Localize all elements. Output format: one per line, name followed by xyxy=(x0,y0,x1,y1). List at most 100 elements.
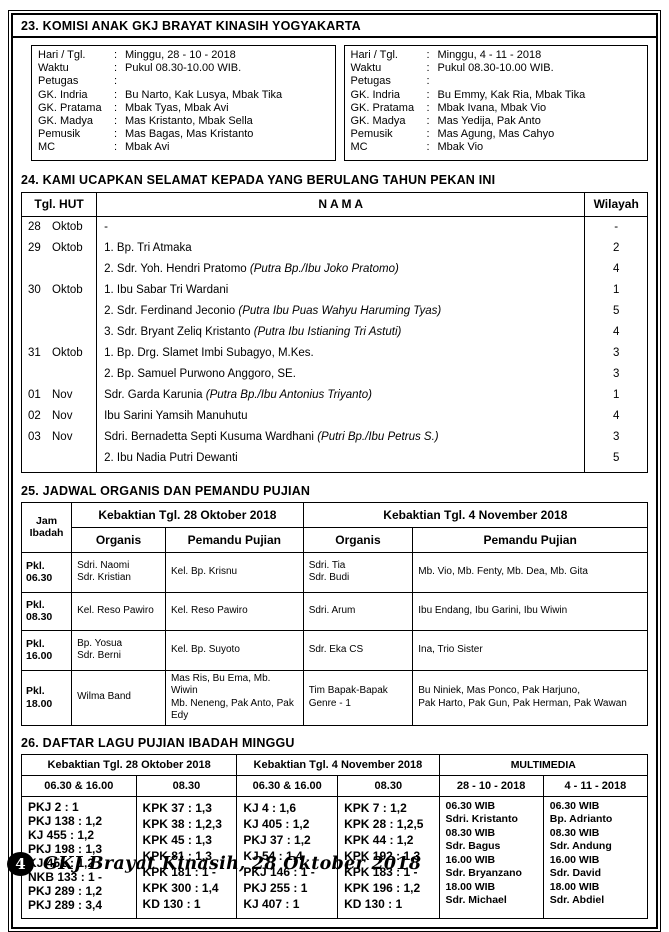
song-entry: NKB 133 : 1 - xyxy=(28,869,103,884)
birthday-parent-note: (Putra Bp./Ibu Antonius Triyanto) xyxy=(205,388,372,401)
birthday-month: Oktob xyxy=(52,346,83,359)
cell-line: Tim Bapak-Bapak xyxy=(308,685,388,697)
schedule-colon: : xyxy=(114,128,118,141)
schedule-value: Minggu, 28 - 10 - 2018 xyxy=(125,49,236,61)
schedule-colon: : xyxy=(114,75,118,88)
song-entry: PKJ 37 : 1,2 xyxy=(243,832,311,847)
cell-line: Kel. Reso Pawiro xyxy=(170,604,248,616)
cell-line: Kel. Bp. Krisnu xyxy=(170,565,238,577)
schedule-value xyxy=(438,75,642,88)
birthday-row: 31 Oktob 1. Bp. Drg. Slamet Imbi Subagyo, … xyxy=(20,342,648,364)
schedule-colon: : xyxy=(114,62,118,75)
song-entry: PKJ 146 : 1 - xyxy=(243,864,315,879)
bulletin-content: 23. KOMISI ANAK GKJ BRAYAT KINASIH YOGYA… xyxy=(11,13,658,929)
schedule-row: Petugas: xyxy=(38,75,329,88)
birthday-row: 02 Nov Ibu Sarini Yamsih Manuhutu 4 xyxy=(20,405,648,427)
footer-church-name-date: GKJ Brayat Kinasih, 28 Oktober 2018 xyxy=(43,854,422,874)
schedule-label: GK. Pratama xyxy=(38,101,102,114)
birthday-row: 2. Bp. Samuel Purwono Anggoro, SE. 3 xyxy=(20,363,648,385)
birthday-name-cell: Sdri. Bernadetta Septi Kusuma Wardhani (… xyxy=(96,426,586,448)
song-entry: PKJ 2 : 1 xyxy=(28,799,79,814)
schedule-colon: : xyxy=(426,62,430,75)
schedule-row: Waktu: Pukul 08.30-10.00 WIB. xyxy=(351,62,642,75)
cell-line: Sdr. Budi xyxy=(308,572,350,584)
schedule-value: Mas Agung, Mas Cahyo xyxy=(437,128,555,141)
birthday-row: 2. Ibu Nadia Putri Dewanti 5 xyxy=(20,447,648,473)
birthday-date-cell xyxy=(20,363,98,385)
birthday-name-cell: 2. Sdr. Ferdinand Jeconio (Putra Ibu Pua… xyxy=(96,300,586,322)
birthday-date-cell: 01 Nov xyxy=(20,384,98,406)
schedule-label: Pemusik xyxy=(350,128,393,141)
birthday-area-cell: - xyxy=(584,215,648,238)
schedule-row: GK. Pratama: Mbak Tyas, Mbak Avi xyxy=(38,102,329,115)
birthday-date-cell: 02 Nov xyxy=(20,405,98,427)
schedule-label: Petugas xyxy=(38,75,79,88)
page-footer: 4 GKJ Brayat Kinasih, 28 Oktober 2018 xyxy=(7,852,421,876)
song-list-table: Kebaktian Tgl. 28 Oktober 2018 Kebaktian… xyxy=(20,753,649,919)
birthday-date-cell: 30 Oktob xyxy=(20,279,98,301)
birthday-row: 01 Nov Sdr. Garda Karunia (Putra Bp./Ibu A… xyxy=(20,384,648,406)
birthday-area-cell: 4 xyxy=(584,405,648,427)
birthday-parent-note: (Putra Bp./Ibu Joko Pratomo) xyxy=(249,262,399,275)
organist-schedule-row: Pkl. 06.30 Sdri. Naomi Sdr. Kristian Kel. B… xyxy=(20,551,648,593)
schedule-colon: : xyxy=(426,88,430,101)
schedule-row: GK. Indria: Bu Emmy, Kak Ria, Mbak Tika xyxy=(351,89,642,102)
song-entry: KPK 300 : 1,4 xyxy=(142,880,219,895)
birthday-day: 28 xyxy=(28,220,41,233)
birthday-row: 03 Nov Sdri. Bernadetta Septi Kusuma Wardh… xyxy=(20,426,648,448)
multimedia-entry: 18.00 WIB xyxy=(549,880,600,893)
song-entry: KPK 192 : 1,3 xyxy=(344,848,421,863)
schedule-label: Waktu xyxy=(350,62,382,75)
schedule-value: Mbak Ivana, Mbak Vio xyxy=(437,101,547,114)
cell-line: Bp. Yosua xyxy=(77,637,123,649)
organist-schedule-cell: Ibu Endang, Ibu Garini, Ibu Wiwin xyxy=(412,591,648,631)
birthday-date-cell xyxy=(20,447,98,473)
bulletin-page-border: 23. KOMISI ANAK GKJ BRAYAT KINASIH YOGYA… xyxy=(8,10,661,932)
song-entry: KD 130 : 1 xyxy=(344,896,403,911)
header-kebaktian-28okt: Kebaktian Tgl. 28 Oktober 2018 xyxy=(71,501,304,528)
schedule-colon: : xyxy=(426,141,430,154)
schedule-row: Hari / Tgl.: Minggu, 4 - 11 - 2018 xyxy=(351,49,642,62)
birthday-date-cell xyxy=(20,321,98,343)
schedule-value: Mas Bagas, Mas Kristanto xyxy=(125,128,254,141)
section24-title: 24. KAMI UCAPKAN SELAMAT KEPADA YANG BER… xyxy=(21,172,496,187)
service-time-cell: Pkl. 18.00 xyxy=(20,669,73,726)
schedule-row: MC: Mbak Avi xyxy=(38,141,329,154)
schedule-colon: : xyxy=(114,49,118,61)
songs-header-multimedia: MULTIMEDIA xyxy=(438,753,649,776)
birthday-area-cell: 3 xyxy=(584,363,648,385)
birthday-month: Oktob xyxy=(52,241,83,254)
song-entry: PKJ 255 : 1 xyxy=(243,880,308,895)
birthday-parent-note: (Putri Bp./Ibu Petrus S.) xyxy=(317,430,439,443)
song-entry: KPK 44 : 1,2 xyxy=(344,832,414,847)
cell-line: Pak Harto, Pak Gun, Pak Herman, Pak Wawa… xyxy=(418,697,627,709)
section23-title: 23. KOMISI ANAK GKJ BRAYAT KINASIH YOGYA… xyxy=(13,15,656,38)
song-entry: PKJ 138 : 1,2 xyxy=(28,813,103,828)
schedule-label: Petugas xyxy=(350,75,391,88)
schedule-value: Minggu, 4 - 11 - 2018 xyxy=(437,49,542,61)
organist-schedule-cell: Kel. Reso Pawiro xyxy=(71,591,166,631)
multimedia-entry: Sdr. Abdiel xyxy=(549,894,605,907)
song-entry: KD 130 : 1 xyxy=(142,896,201,911)
organist-schedule-cell: Sdri. Tia Sdr. Budi xyxy=(302,551,414,593)
birthday-name-cell: - xyxy=(96,215,586,238)
header-organis-2: Organis xyxy=(302,526,414,553)
cell-line: Sdri. Naomi xyxy=(77,559,130,571)
schedule-value: Pukul 08.30-10.00 WIB. xyxy=(125,62,242,75)
multimedia-entry: Sdr. David xyxy=(549,867,602,880)
birthday-day: 31 xyxy=(28,346,41,359)
section24: 24. KAMI UCAPKAN SELAMAT KEPADA YANG BER… xyxy=(20,172,648,473)
multimedia-entry: 08.30 WIB xyxy=(549,826,600,839)
schedule-value: Mas Kristanto, Mbak Sella xyxy=(125,115,253,128)
song-entry: KPK 37 : 1,3 xyxy=(142,800,212,815)
multimedia-entry: Sdr. Andung xyxy=(549,840,612,853)
birthday-month: Oktob xyxy=(52,283,83,296)
cell-line: Wilma Band xyxy=(77,691,131,703)
schedule-value: Bu Emmy, Kak Ria, Mbak Tika xyxy=(437,88,586,101)
schedule-label: MC xyxy=(350,141,368,154)
komisi-box-4-november: Hari / Tgl.: Minggu, 4 - 11 - 2018 Waktu: P… xyxy=(343,45,648,161)
song-entry: KPK 181 : 1 - xyxy=(142,864,216,879)
cell-line: Mb. Vio, Mb. Fenty, Mb. Dea, Mb. Gita xyxy=(418,565,588,577)
cell-line: Genre - 1 xyxy=(308,697,351,709)
schedule-label: GK. Madya xyxy=(350,115,406,128)
